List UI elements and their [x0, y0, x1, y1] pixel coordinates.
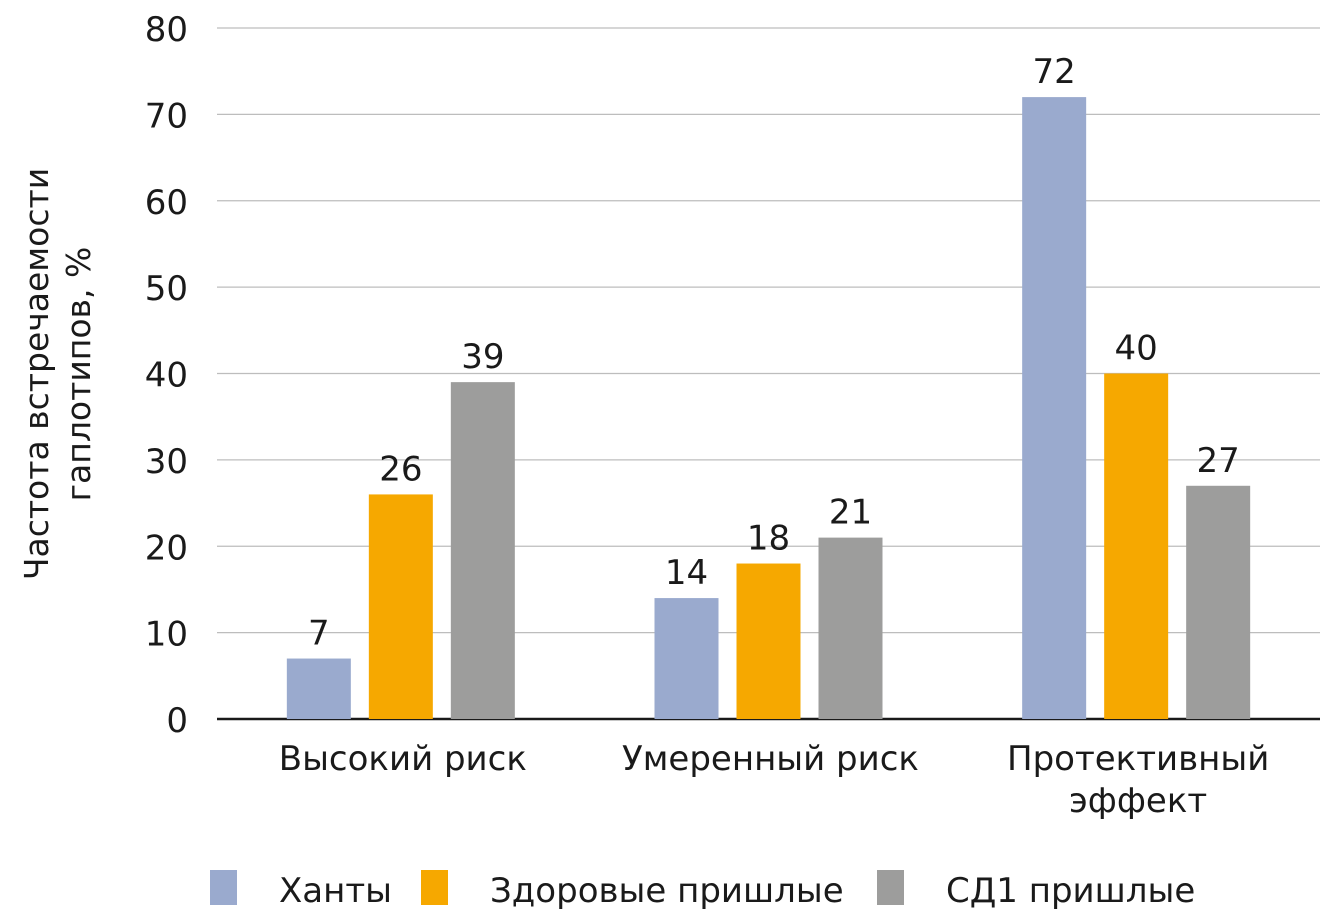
legend-label-1: Ханты — [279, 871, 392, 911]
data-label: 14 — [665, 553, 708, 593]
data-label: 18 — [747, 519, 790, 559]
data-label: 40 — [1115, 329, 1158, 369]
y-tick-label: 40 — [145, 356, 188, 396]
y-tick-label: 60 — [145, 183, 188, 223]
bar-1-1 — [286, 658, 351, 719]
data-label: 39 — [461, 337, 504, 377]
y-axis-label-line: Частота встречаемости — [17, 168, 56, 580]
legend-label-2: Здоровые пришлые — [490, 871, 844, 911]
x-tick-label: Протективный эффект — [1007, 739, 1269, 821]
y-tick-label: 80 — [145, 10, 188, 50]
y-tick-label: 0 — [166, 701, 188, 741]
bar-2-1 — [368, 494, 433, 719]
legend-swatch-2 — [421, 870, 448, 905]
x-tick-label: Высокий риск — [279, 739, 527, 779]
x-tick-label-line: эффект — [1069, 781, 1207, 821]
y-tick-label: 10 — [145, 615, 188, 655]
x-tick-label-line: Высокий риск — [279, 739, 527, 779]
data-label: 7 — [308, 614, 330, 654]
x-tick-label: Умеренный риск — [622, 739, 919, 779]
bar-3-2 — [818, 537, 883, 719]
y-tick-label: 20 — [145, 528, 188, 568]
y-tick-label: 30 — [145, 442, 188, 482]
y-axis-label-line: гаплотипов, % — [59, 247, 98, 502]
y-axis-label: Частота встречаемостигаплотипов, % — [17, 168, 98, 580]
y-tick-label: 70 — [145, 96, 188, 136]
legend-swatch-3 — [877, 870, 904, 905]
bar-2-3 — [1104, 373, 1169, 719]
x-tick-label-line: Умеренный риск — [622, 739, 919, 779]
data-label: 21 — [829, 493, 872, 533]
bar-2-2 — [736, 563, 801, 719]
data-label: 72 — [1033, 52, 1076, 92]
data-label: 27 — [1197, 441, 1240, 481]
legend-swatch-1 — [210, 870, 237, 905]
bar-1-3 — [1022, 97, 1087, 720]
y-tick-label: 50 — [145, 269, 188, 309]
data-label: 26 — [379, 449, 422, 489]
x-tick-label-line: Протективный — [1007, 739, 1269, 779]
bar-3-1 — [450, 382, 515, 719]
bar-1-2 — [654, 598, 719, 719]
legend-label-3: СД1 пришлые — [946, 871, 1195, 911]
bar-3-3 — [1186, 485, 1251, 719]
